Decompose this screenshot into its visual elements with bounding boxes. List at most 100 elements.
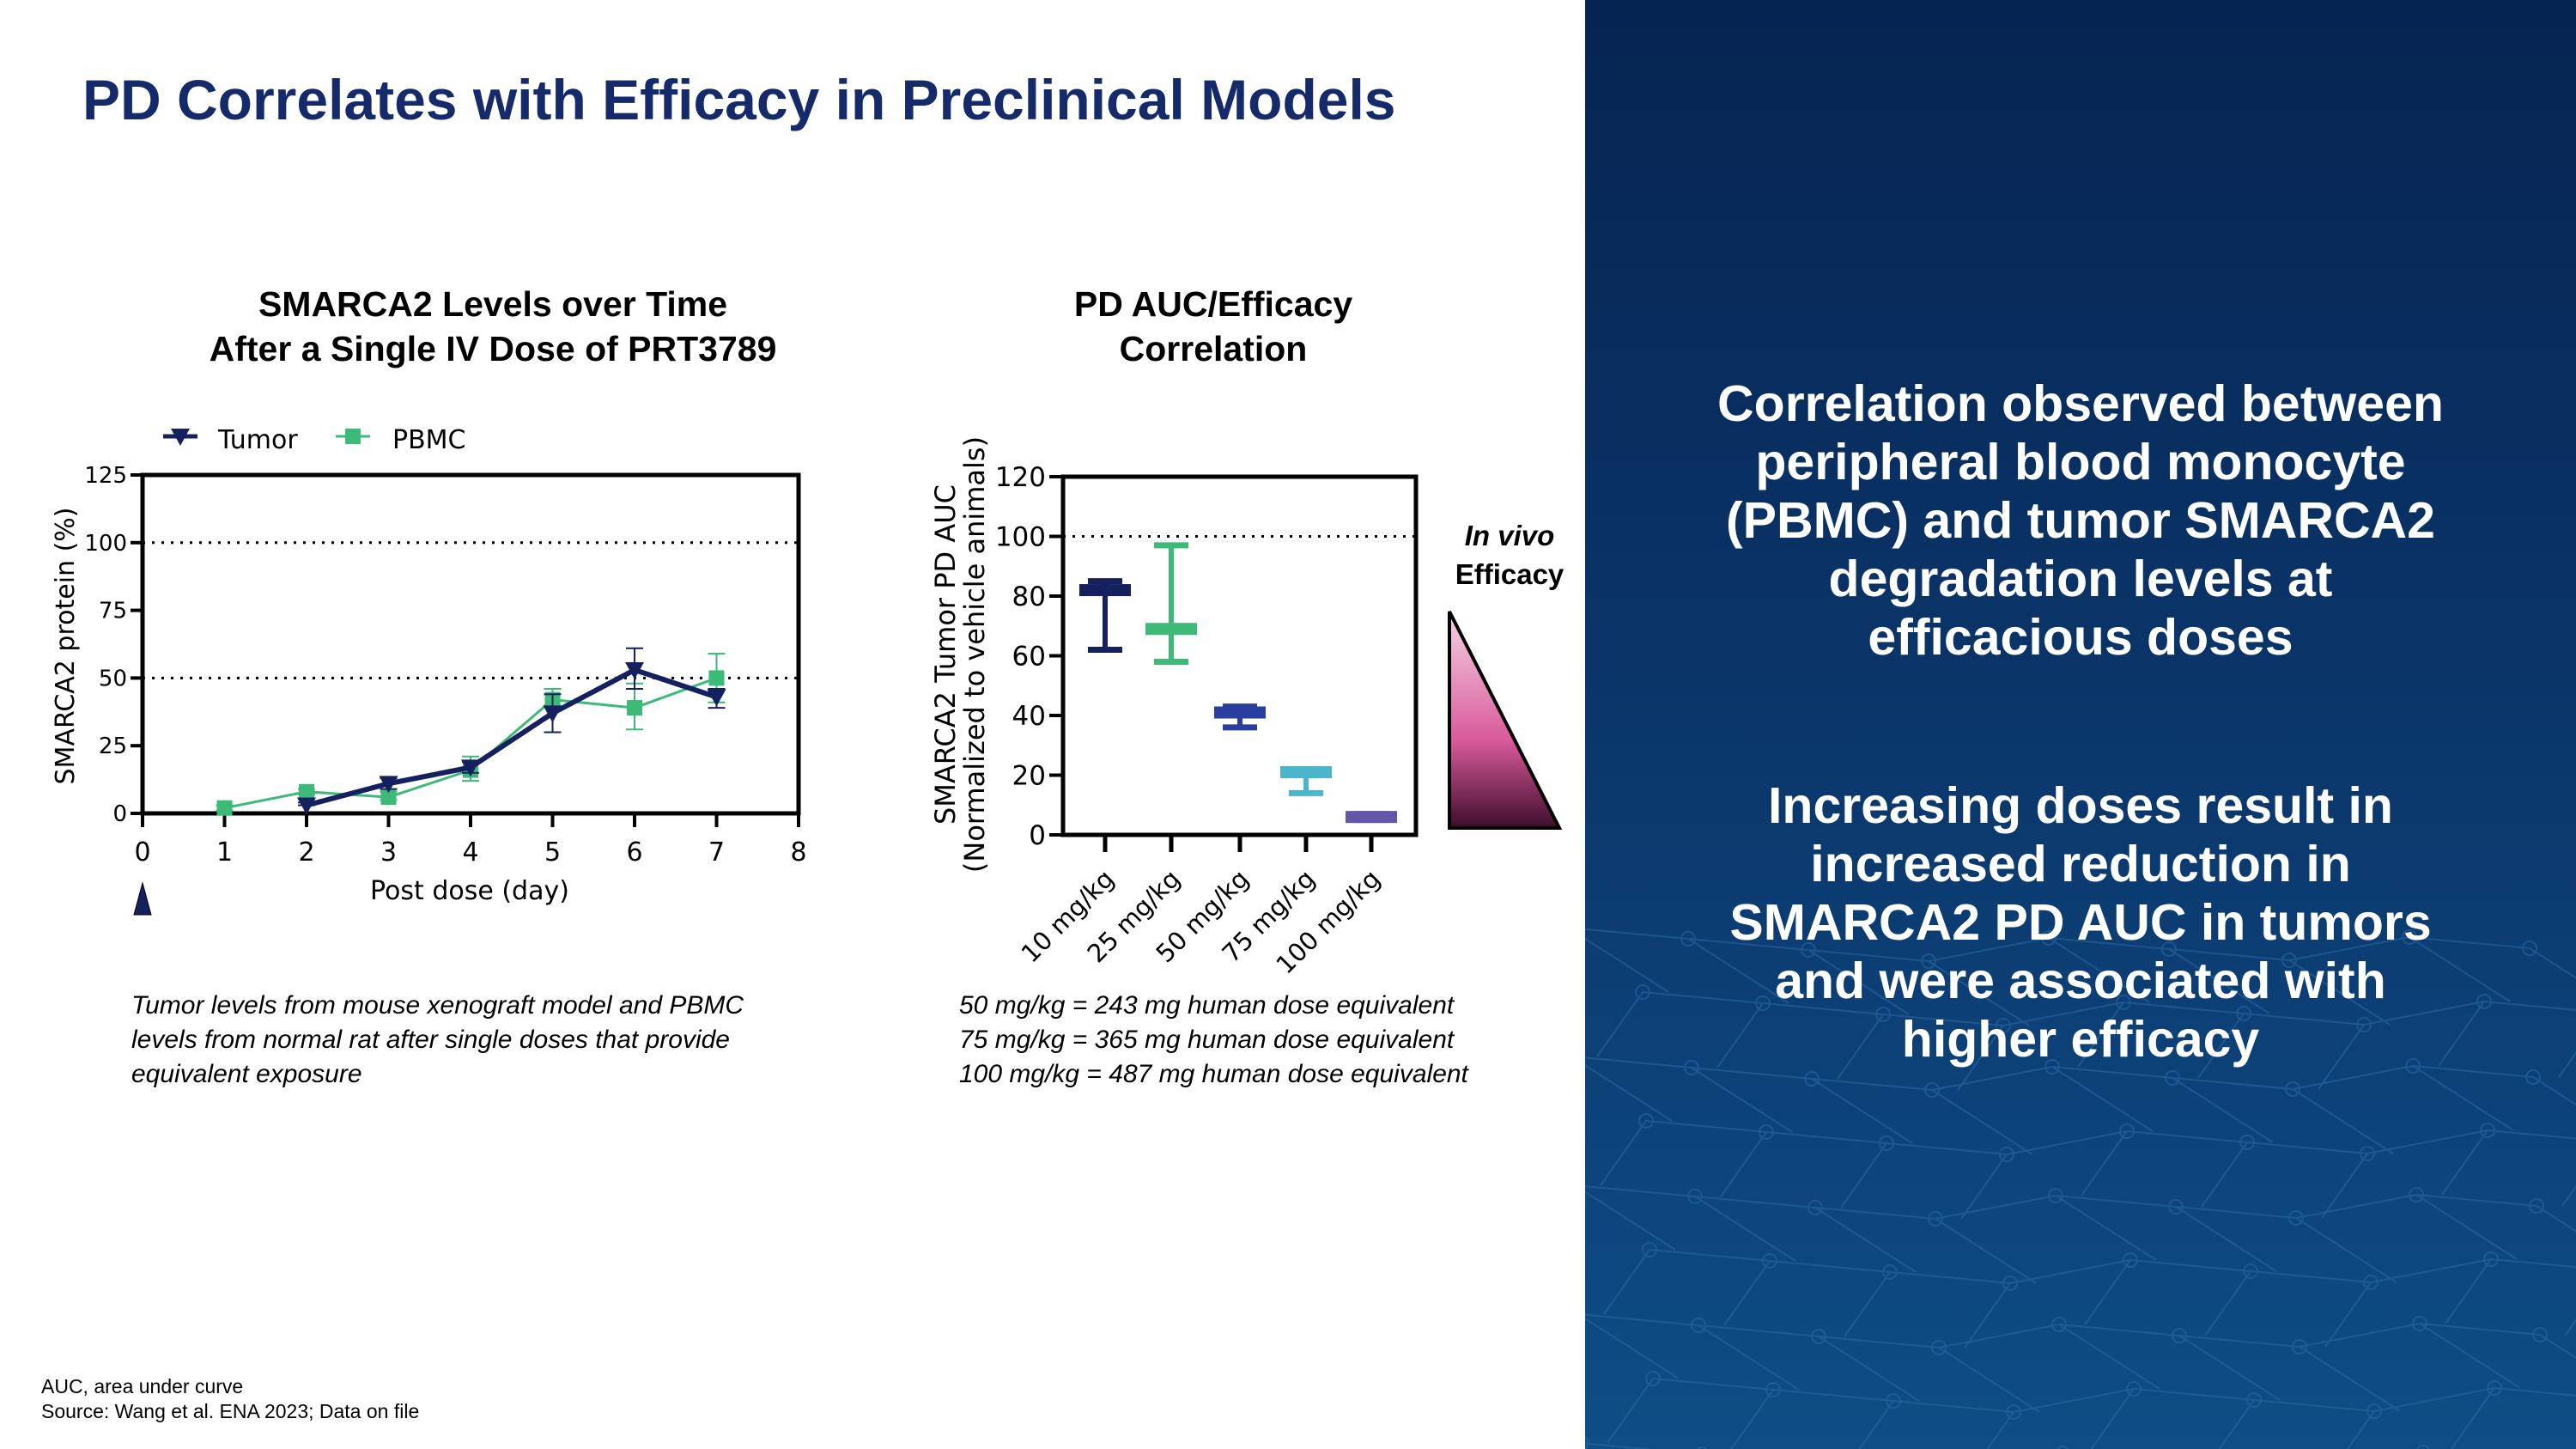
- network-line: [2009, 1259, 2131, 1284]
- y-tick-label: 100: [995, 522, 1046, 553]
- network-node: [2165, 1070, 2180, 1086]
- network-node: [1691, 1318, 1706, 1333]
- network-node: [2116, 995, 2131, 1010]
- network-line: [2415, 1194, 2537, 1207]
- network-line: [2539, 1334, 2576, 1360]
- paragraph-doses: Increasing doses result in increased red…: [1585, 776, 2576, 1068]
- network-line: [1931, 1089, 2033, 1155]
- chart-title-line: SMARCA2 Levels over Time: [258, 284, 728, 324]
- network-line: [2090, 1388, 2135, 1449]
- text-line: degradation levels at: [1828, 551, 2333, 607]
- network-node: [1811, 1329, 1826, 1344]
- y-axis-label: (Normalized to vehicle animals): [958, 436, 991, 873]
- network-node: [2239, 1135, 2255, 1150]
- right-notes: 50 mg/kg = 243 mg human dose equivalent …: [959, 989, 1468, 1092]
- network-line: [1928, 937, 2050, 962]
- network-line: [1964, 1282, 2011, 1349]
- network-node: [2532, 1327, 2548, 1342]
- network-line: [2412, 1065, 2534, 1078]
- network-line: [2529, 947, 2576, 979]
- network-line: [2129, 1259, 2251, 1272]
- network-line: [1585, 1185, 1696, 1197]
- x-tick-label: 6: [626, 837, 642, 868]
- network-node: [2119, 1123, 2135, 1139]
- network-line: [2201, 1142, 2248, 1208]
- network-line: [2218, 1399, 2255, 1449]
- network-line: [1585, 1056, 1692, 1068]
- x-tick-label: 1: [216, 837, 233, 868]
- network-node: [2044, 1059, 2060, 1075]
- network-node: [1928, 1211, 1943, 1227]
- x-axis-label: Post dose (day): [370, 876, 569, 906]
- network-line: [1931, 1066, 2053, 1091]
- network-node: [1879, 1135, 1894, 1151]
- network-node: [1762, 1253, 1777, 1269]
- text-line: increased reduction in: [1810, 836, 2351, 892]
- network-line: [1694, 1196, 1816, 1209]
- x-tick-label: 4: [462, 837, 478, 868]
- network-line: [1596, 991, 1643, 1057]
- network-line: [2295, 1217, 2397, 1283]
- network-line: [2246, 1142, 2368, 1154]
- network-line: [1687, 938, 1809, 951]
- network-line: [1840, 1142, 1887, 1209]
- network-line: [2175, 1206, 2297, 1219]
- legend-label-pbmc: PBMC: [392, 425, 466, 455]
- chart-title-line: PD AUC/Efficacy: [1073, 284, 1353, 324]
- network-line: [2490, 1258, 2576, 1269]
- network-line: [2441, 1129, 2488, 1196]
- network-line: [2013, 1388, 2135, 1413]
- network-line: [2048, 937, 2150, 1003]
- network-line: [2077, 1002, 2124, 1068]
- network-node: [2056, 1446, 2069, 1449]
- x-tick-label: 0: [134, 837, 150, 868]
- network-node: [2360, 1146, 2375, 1161]
- network-line: [1694, 1196, 1796, 1262]
- network-line: [1730, 1389, 1774, 1449]
- network-line: [1938, 1324, 2060, 1349]
- text-line: peripheral blood monocyte: [1755, 434, 2406, 490]
- network-line: [1807, 949, 1910, 1015]
- data-point: [380, 789, 397, 806]
- network-line: [2172, 1077, 2293, 1090]
- y-tick-label: 80: [1012, 581, 1046, 612]
- network-line: [1645, 1120, 1767, 1133]
- network-line: [2561, 1184, 2576, 1207]
- network-line: [2055, 1195, 2157, 1261]
- network-line: [2178, 1335, 2300, 1348]
- network-line: [2250, 1270, 2372, 1283]
- left-notes: Tumor levels from mouse xenograft model …: [131, 989, 744, 1092]
- plot-frame: [1060, 474, 1419, 837]
- network-line: [2168, 948, 2290, 961]
- chart1-title: SMARCA2 Levels over Time After a Single …: [149, 282, 836, 371]
- note-line: 75 mg/kg = 365 mg human dose equivalent: [959, 1026, 1455, 1054]
- network-line: [1818, 1336, 1920, 1402]
- y-tick-label: 120: [995, 462, 1046, 493]
- network-line: [1935, 1195, 2057, 1220]
- text-line: and were associated with: [1775, 953, 2386, 1009]
- paragraph-correlation: Correlation observed between peripheral …: [1585, 374, 2576, 667]
- network-node: [2243, 1263, 2258, 1279]
- network-line: [1649, 1249, 1771, 1262]
- network-line: [2081, 1130, 2128, 1196]
- network-node: [2412, 1316, 2427, 1331]
- network-node: [1755, 995, 1771, 1011]
- y-tick-label: 20: [1012, 761, 1046, 792]
- chart-title-line: Correlation: [1119, 329, 1308, 368]
- network-line: [2002, 1002, 2124, 1026]
- network-line: [2536, 1205, 2576, 1233]
- network-line: [2123, 1002, 2245, 1014]
- network-line: [2494, 1387, 2576, 1397]
- network-line: [2292, 1065, 2414, 1090]
- network-node: [2041, 930, 2057, 946]
- network-line: [1691, 1067, 1793, 1133]
- network-node: [2006, 1404, 2021, 1420]
- network-line: [1807, 949, 1929, 962]
- network-line: [2412, 1065, 2514, 1131]
- network-node: [2051, 1317, 2067, 1332]
- network-line: [2204, 1270, 2251, 1336]
- network-line: [1585, 1442, 1656, 1449]
- network-node: [1638, 1113, 1654, 1129]
- network-node: [1999, 1147, 2014, 1162]
- network-node: [1886, 1393, 1901, 1409]
